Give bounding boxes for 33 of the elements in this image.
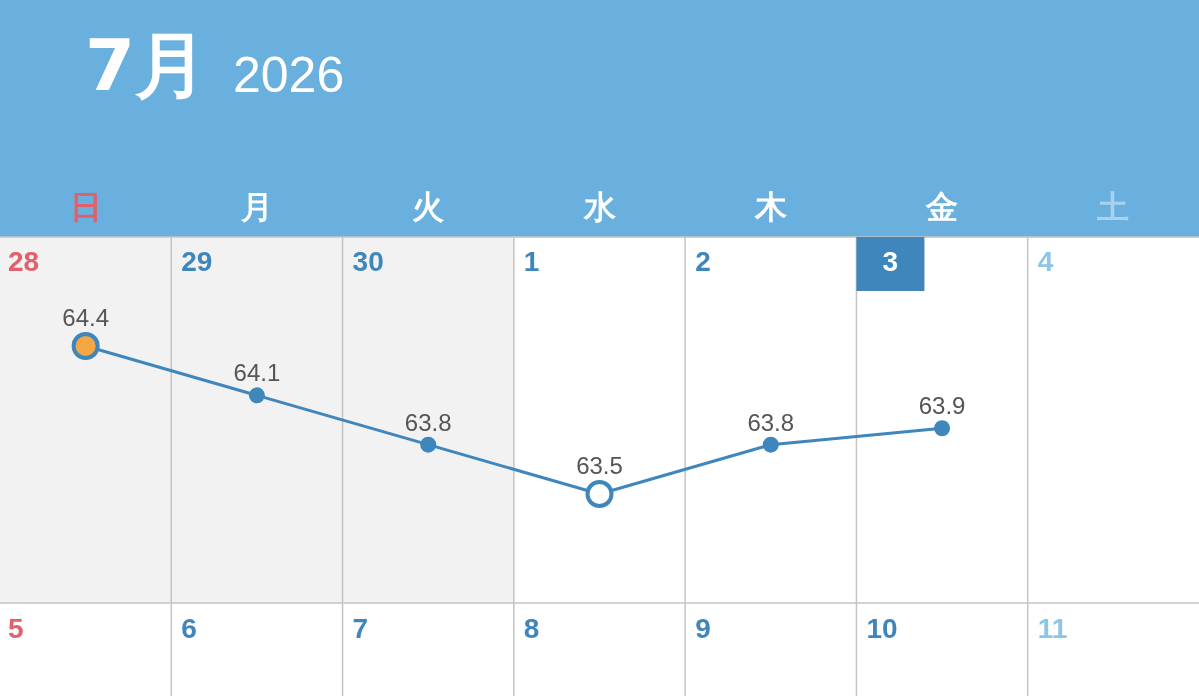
- x-tick-label: 火: [412, 188, 445, 226]
- text: 29: [181, 246, 213, 277]
- text: 6: [181, 613, 197, 644]
- point: [248, 387, 265, 404]
- text: 28: [8, 246, 40, 277]
- text: 7: [352, 613, 369, 644]
- data-label: 63.8: [747, 408, 795, 436]
- point: [762, 436, 779, 453]
- point: [420, 436, 437, 453]
- text: 11: [1037, 613, 1068, 644]
- text: 10: [866, 613, 898, 644]
- text: 3: [882, 246, 899, 277]
- text: 9: [695, 613, 711, 644]
- data-label: 63.5: [576, 452, 623, 479]
- x-tick-label: 月: [239, 188, 273, 226]
- text: 30: [352, 246, 384, 277]
- data-label: 63.8: [404, 408, 452, 436]
- data-label: 64.4: [62, 304, 109, 331]
- x-tick-label: 日: [69, 188, 102, 226]
- x-tick-label: 金: [925, 188, 959, 226]
- text: 5: [8, 613, 24, 644]
- x-tick-label: 木: [753, 188, 787, 226]
- text: 8: [523, 613, 540, 644]
- chart-title: 7月: [85, 23, 208, 107]
- x-tick-label: 土: [1096, 188, 1130, 226]
- data-label: 64.1: [233, 359, 281, 387]
- text: 1: [523, 246, 540, 277]
- point: [934, 420, 951, 437]
- x-tick-label: 水: [582, 188, 617, 226]
- text: 2: [695, 246, 711, 277]
- chart-subtitle: 2026: [233, 47, 345, 103]
- text: 4: [1037, 246, 1054, 277]
- data-label: 63.9: [918, 392, 966, 420]
